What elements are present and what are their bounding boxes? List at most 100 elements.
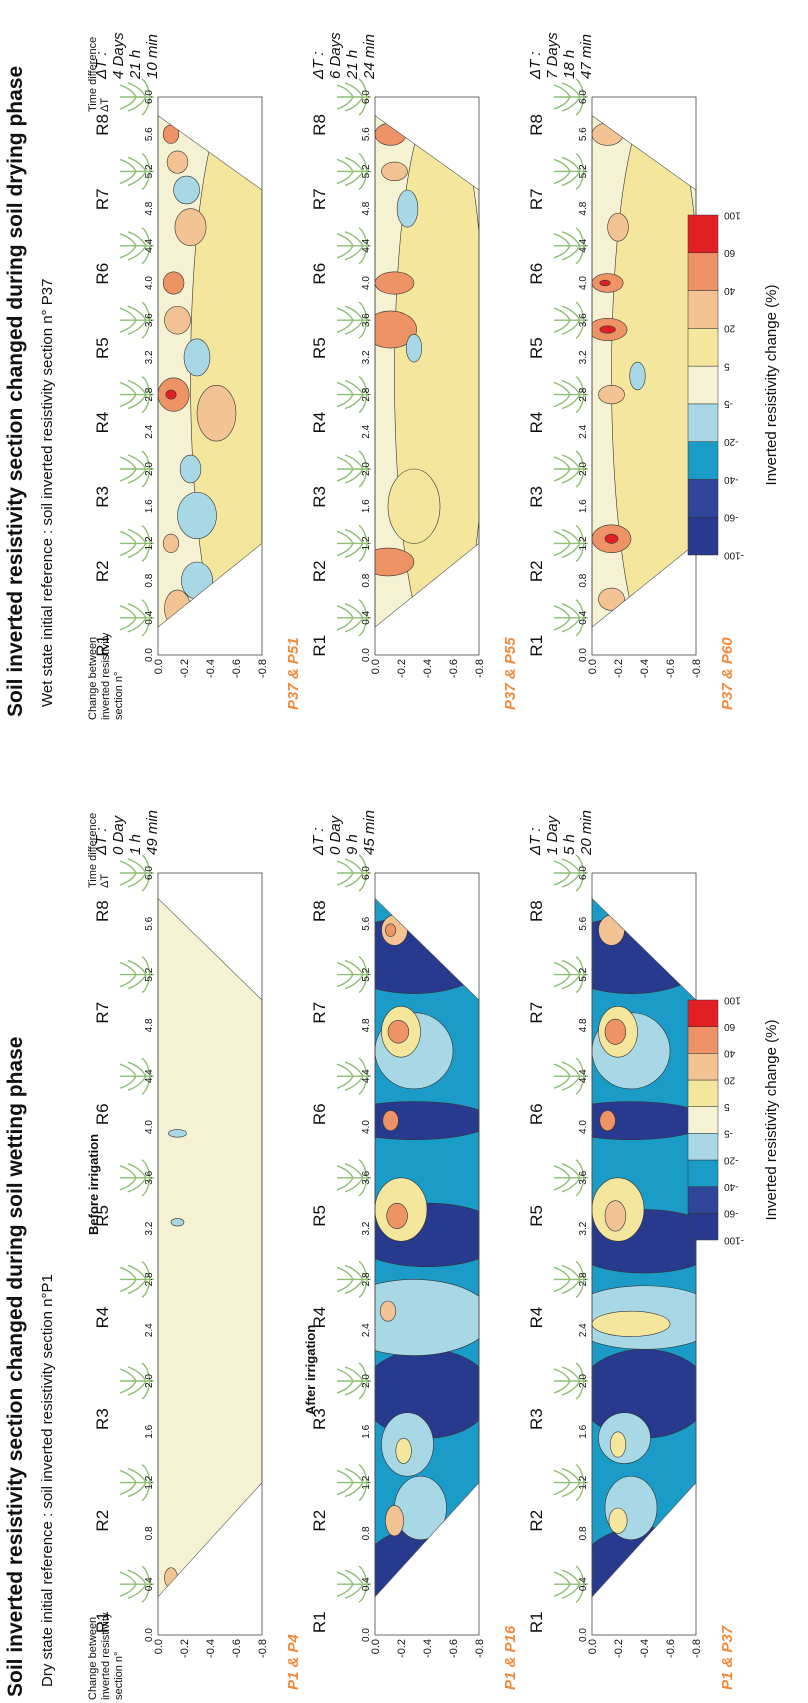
colorbar-tick-label: -40 (724, 1181, 739, 1192)
contour-zone (181, 561, 213, 600)
delta-t: ΔT : (93, 51, 110, 80)
plant-icon (553, 599, 588, 637)
plant-icon (336, 301, 371, 339)
depth-tick-label: 0.0 (370, 1639, 382, 1654)
x-tick-label: 5.2 (578, 164, 589, 178)
x-tick-label: 5.6 (144, 127, 155, 141)
x-tick-label: 4.0 (144, 276, 155, 290)
x-tick-label: 1.2 (361, 536, 372, 550)
contour-zone (162, 271, 185, 295)
colorbar-cell (687, 328, 719, 367)
plant-icon (336, 1260, 371, 1298)
x-tick-label: 0.0 (144, 1628, 155, 1642)
contour-zone (196, 384, 237, 442)
plant-label: R7 (93, 188, 112, 210)
plant-label: R6 (310, 263, 329, 285)
delta-t: 18 h (561, 50, 578, 79)
plant-icon (119, 1260, 154, 1298)
plant-icon (119, 450, 154, 488)
colorbar-tick-label: -100 (724, 549, 744, 560)
x-tick-label: 3.2 (578, 350, 589, 364)
change-header: Change between (87, 637, 99, 720)
colorbar-tick-label: 20 (724, 323, 736, 334)
panel: R1 R2 R3 R4 R5 R6 R7 R8 0.0 0.4 0.8 1.2 1.6 2.0 2.4 2.8… (527, 32, 736, 710)
x-tick-label: 4.0 (361, 1120, 372, 1134)
panel: R1 R2 R3 R4 R5 R6 R7 R8 0.0 0.4 0.8 1.2 1.6 2.0 2.4 2.8… (527, 810, 736, 1690)
x-tick-label: 0.8 (578, 573, 589, 587)
plot-frame (374, 872, 480, 1636)
colorbar-tick-label: -5 (724, 398, 733, 409)
x-tick-label: 3.2 (361, 1221, 372, 1235)
x-tick-label: 0.4 (578, 1577, 589, 1591)
colorbar-cell (687, 1106, 719, 1134)
x-tick-label: 1.2 (144, 536, 155, 550)
contour-zone (381, 161, 408, 182)
depth-tick-label: -0.2 (179, 1639, 191, 1658)
contour-zone (174, 208, 207, 247)
plant-icon (336, 524, 371, 562)
depth-tick-label: -0.4 (639, 659, 651, 678)
contour-zone (387, 1020, 410, 1044)
plant-label: R6 (527, 263, 546, 285)
contour-map (158, 898, 262, 1597)
time-header: Time difference (87, 37, 99, 112)
colorbar-cell (687, 1133, 719, 1161)
plant-label: R8 (527, 114, 546, 136)
delta-t: ΔT : (527, 827, 544, 856)
depth-tick-label: -0.8 (691, 1639, 703, 1658)
plant-icon (336, 227, 371, 265)
plant-label: R2 (93, 560, 112, 582)
contour-zone (592, 917, 696, 994)
plant-icon (119, 1159, 154, 1197)
contour-zone (599, 325, 616, 334)
colorbar-cell (687, 214, 719, 254)
pair-label: P1 & P37 (719, 1625, 736, 1690)
colorbar-cell (687, 1053, 719, 1081)
x-tick-label: 4.4 (361, 238, 372, 252)
contour-zone (375, 271, 415, 295)
plant-label: R7 (310, 188, 329, 210)
plot-frame (157, 872, 263, 1636)
plant-label: R8 (93, 900, 112, 922)
contour-zone (379, 1300, 397, 1322)
contour-zone (592, 1310, 671, 1337)
contour-zone (177, 491, 217, 540)
depth-tick-label: -0.6 (665, 1639, 677, 1658)
colorbar-tick-label: -40 (724, 474, 739, 485)
depth-tick-label: -0.8 (257, 659, 269, 678)
x-tick-label: 4.4 (578, 238, 589, 252)
x-tick-label: 2.0 (578, 462, 589, 476)
pair-label: P1 & P16 (502, 1625, 519, 1690)
x-tick-label: 4.8 (361, 1018, 372, 1032)
depth-tick-label: -0.8 (474, 1639, 486, 1658)
contour-zone (598, 587, 625, 611)
colorbar-cell (687, 252, 719, 291)
x-tick-label: 5.2 (361, 164, 372, 178)
x-tick-label: 0.4 (361, 1577, 372, 1591)
phase-subtitle: Wet state initial reference : soil inver… (39, 279, 56, 707)
delta-t: 4 Days (110, 32, 127, 79)
depth-tick-label: -0.2 (396, 659, 408, 678)
plant-icon (119, 524, 154, 562)
plant-label: R5 (310, 1205, 329, 1227)
x-tick-label: 2.4 (361, 1323, 372, 1337)
pair-label: P37 & P60 (719, 637, 736, 710)
contour-zone (179, 454, 202, 484)
x-tick-label: 4.0 (578, 1120, 589, 1134)
contour-zone (592, 1526, 696, 1597)
x-tick-label: 2.8 (578, 387, 589, 401)
x-tick-label: 2.8 (361, 1272, 372, 1286)
colorbar-tick-label: 5 (724, 1101, 730, 1112)
x-tick-label: 2.0 (144, 1374, 155, 1388)
pair-label: P1 & P4 (285, 1633, 302, 1690)
plant-icon (336, 956, 371, 994)
plant-label: R7 (527, 188, 546, 210)
contour-zone (604, 1200, 627, 1232)
colorbar-tick-label: 100 (724, 209, 741, 220)
plant-icon (336, 78, 371, 116)
x-tick-label: 2.0 (361, 462, 372, 476)
time-header: ΔT (99, 874, 111, 888)
x-tick-label: 4.4 (144, 1069, 155, 1083)
contour-map (592, 115, 696, 628)
delta-t: 49 min (144, 810, 161, 855)
